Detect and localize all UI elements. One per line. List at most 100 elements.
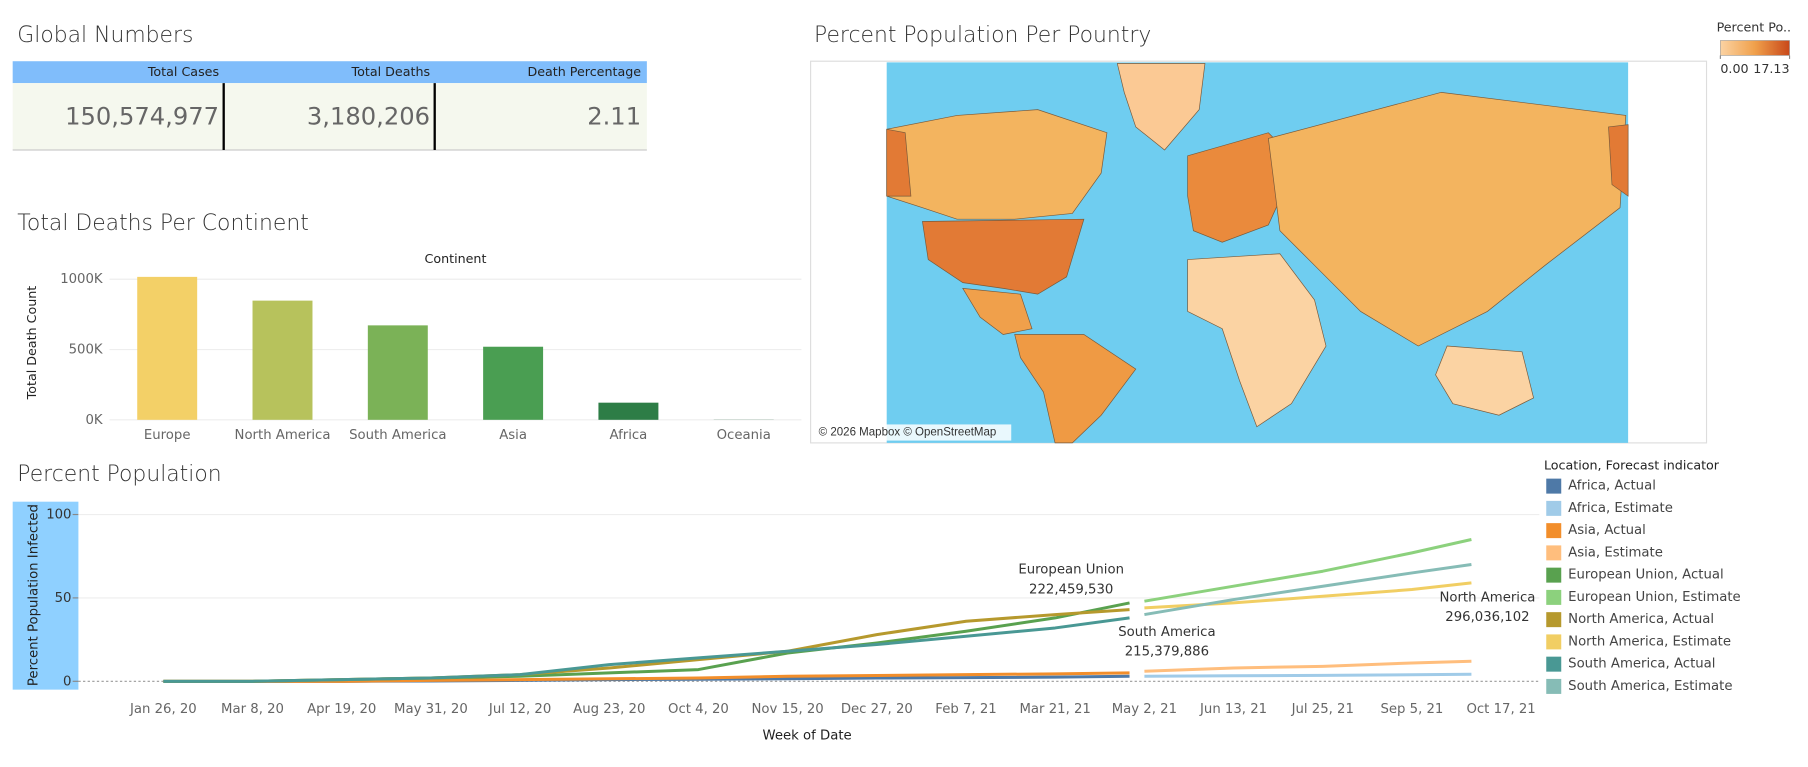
x-tick-label: Mar 21, 21	[1020, 702, 1091, 717]
x-tick-label: Africa	[610, 428, 648, 443]
map-attribution: © 2026 Mapbox © OpenStreetMap	[819, 427, 997, 439]
table-cell: 3,180,206	[307, 103, 430, 131]
column-header: Total Cases	[147, 64, 219, 79]
x-tick-label: Aug 23, 20	[573, 702, 645, 717]
global-numbers: Global Numbers Total Cases Total Deaths …	[12, 23, 647, 151]
x-tick-label: Apr 19, 20	[307, 702, 376, 717]
y-tick-label: 500K	[69, 343, 103, 358]
map: Percent Population Per Pountry © 2026 Ma…	[810, 19, 1791, 444]
column-header: Total Deaths	[351, 64, 431, 79]
y-tick-label: 100	[46, 508, 71, 523]
legend-swatch	[1546, 612, 1562, 628]
legend-swatch	[1546, 523, 1562, 539]
attribution-bg	[815, 424, 1012, 441]
x-axis-title: Week of Date	[763, 729, 852, 744]
series-line	[1144, 672, 1472, 678]
australia	[1435, 345, 1534, 416]
x-tick-label: North America	[235, 428, 331, 443]
canada	[886, 109, 1108, 220]
legend-swatch	[1546, 545, 1562, 561]
legend-label: 17.13	[1753, 61, 1789, 76]
series-line	[163, 601, 1130, 683]
color-ramp	[1720, 40, 1790, 56]
legend-label: 0.00	[1720, 61, 1748, 76]
y-tick-label: 1000K	[60, 272, 103, 287]
column-header: Death Percentage	[527, 64, 641, 79]
x-tick-label: Oct 17, 21	[1466, 702, 1535, 717]
bar	[137, 276, 198, 420]
legend-label: Asia, Actual	[1568, 523, 1646, 538]
table-cell: 150,574,977	[65, 103, 219, 131]
annotation-value: 215,379,886	[1125, 645, 1209, 660]
y-axis-title: Total Death Count	[24, 286, 39, 401]
annotation: North America	[1439, 590, 1535, 605]
usa	[922, 218, 1085, 295]
south-america	[1014, 334, 1137, 444]
x-tick-label: Sep 5, 21	[1380, 702, 1443, 717]
central-america	[962, 287, 1033, 335]
legend-swatch	[1546, 589, 1562, 605]
legend-label: Africa, Estimate	[1568, 501, 1673, 516]
legend-label: Asia, Estimate	[1568, 545, 1663, 560]
greenland	[1116, 63, 1206, 151]
table-body	[12, 83, 647, 151]
series-line	[1144, 581, 1472, 610]
legend-swatch	[1546, 678, 1562, 694]
legend-label: European Union, Estimate	[1568, 590, 1741, 605]
legend-swatch	[1546, 567, 1562, 583]
legend-swatch	[1546, 478, 1562, 494]
series-line	[163, 616, 1130, 683]
legend-swatch	[1546, 500, 1562, 516]
y-axis-band	[12, 501, 79, 690]
axis-header: Continent	[424, 251, 486, 266]
annotation: South America	[1118, 625, 1215, 640]
bar	[367, 325, 428, 420]
x-tick-label: Jul 25, 21	[1291, 702, 1354, 717]
annotation-value: 296,036,102	[1445, 610, 1529, 625]
section-title: Global Numbers	[17, 23, 193, 48]
table-header	[12, 61, 647, 84]
x-tick-label: Oceania	[717, 428, 771, 443]
legend-swatch	[1546, 656, 1562, 672]
countries	[886, 63, 1629, 444]
legend-title: Location, Forecast indicator	[1544, 457, 1720, 472]
legend-label: Africa, Actual	[1568, 479, 1656, 494]
bar	[483, 346, 544, 420]
x-tick-label: Oct 4, 20	[668, 702, 729, 717]
x-tick-label: Jan 26, 20	[129, 702, 197, 717]
section-title: Percent Population	[17, 462, 221, 487]
x-tick-label: May 2, 21	[1112, 702, 1177, 717]
legend-title: Percent Po..	[1717, 19, 1791, 34]
annotation-value: 222,459,530	[1029, 582, 1113, 597]
asia	[1267, 92, 1627, 347]
x-tick-label: Nov 15, 20	[752, 702, 824, 717]
x-tick-label: Jul 12, 20	[488, 702, 551, 717]
section-title: Total Deaths Per Continent	[17, 211, 309, 236]
y-tick-label: 0	[63, 674, 71, 689]
section-title: Percent Population Per Pountry	[814, 23, 1151, 48]
x-tick-label: Dec 27, 20	[841, 702, 913, 717]
table-cell: 2.11	[587, 103, 641, 131]
bar	[598, 402, 659, 420]
legend-label: European Union, Actual	[1568, 568, 1724, 583]
legend-label: North America, Actual	[1568, 612, 1714, 627]
x-tick-label: May 31, 20	[394, 702, 468, 717]
series-line	[1144, 563, 1472, 617]
africa	[1187, 253, 1327, 428]
legend-swatch	[1546, 634, 1562, 650]
annotation: European Union	[1018, 563, 1124, 578]
x-tick-label: Europe	[144, 428, 191, 443]
x-tick-label: Feb 7, 21	[935, 702, 996, 717]
series-line	[1144, 538, 1472, 603]
x-tick-label: Mar 8, 20	[221, 702, 284, 717]
bar	[252, 300, 313, 420]
y-tick-label: 50	[55, 591, 72, 606]
wrap-edge	[886, 124, 1629, 197]
x-tick-label: Jun 13, 21	[1199, 702, 1267, 717]
legend-label: North America, Estimate	[1568, 634, 1731, 649]
y-tick-label: 0K	[85, 413, 102, 428]
legend-label: South America, Actual	[1568, 657, 1715, 672]
legend-label: South America, Estimate	[1568, 679, 1732, 694]
series-line	[1144, 659, 1472, 673]
